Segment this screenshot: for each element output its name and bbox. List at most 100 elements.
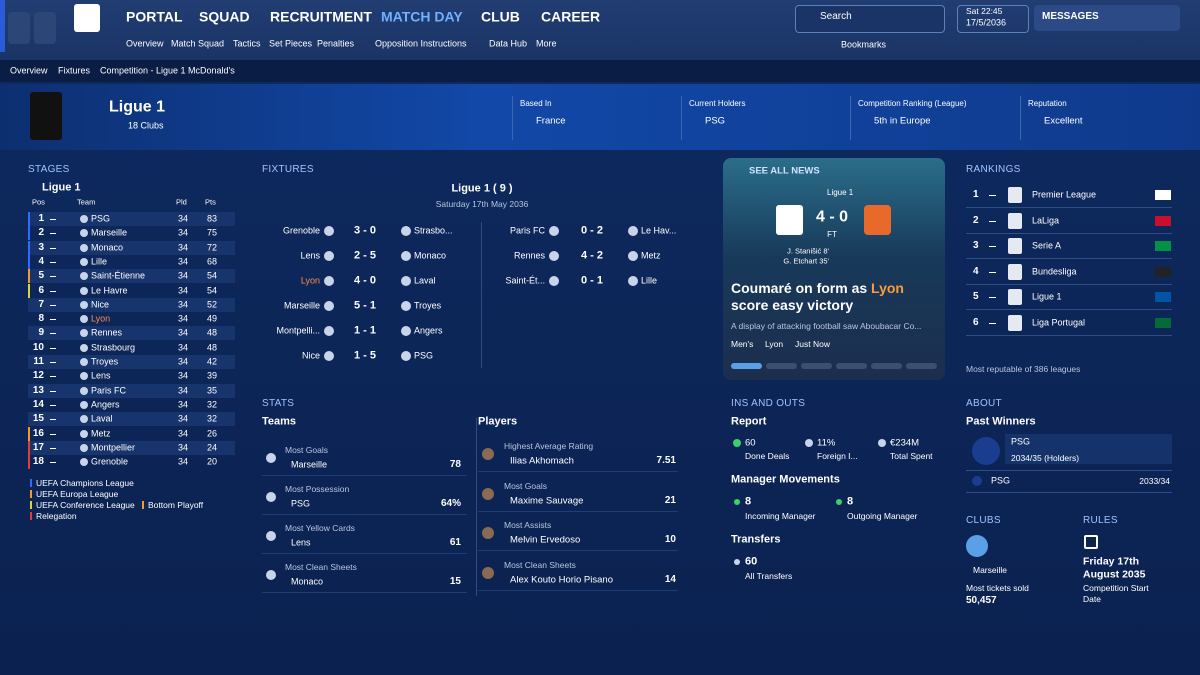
team-name[interactable]: Rennes xyxy=(91,327,123,338)
away-team[interactable]: PSG xyxy=(414,350,434,361)
fact-value: PSG xyxy=(705,115,726,127)
home-team[interactable]: Nice xyxy=(301,350,320,361)
nav-tab[interactable]: CLUB xyxy=(481,8,520,25)
league-name[interactable]: Bundesliga xyxy=(1032,266,1077,277)
sub-tab[interactable]: Tactics xyxy=(233,38,261,49)
stat-team[interactable]: PSG xyxy=(291,498,311,509)
team-name[interactable]: Marseille xyxy=(91,227,128,238)
stat-player[interactable]: Melvin Ervedoso xyxy=(510,534,581,546)
nav-tab[interactable]: RECRUITMENT xyxy=(270,8,372,25)
search-button[interactable]: Search xyxy=(820,11,852,22)
news-tag[interactable]: Men's xyxy=(731,338,754,349)
points: 48 xyxy=(206,342,217,353)
winner[interactable]: PSG xyxy=(1011,436,1031,447)
away-team[interactable]: Monaco xyxy=(414,250,447,261)
team-name[interactable]: Grenoble xyxy=(91,456,129,467)
score[interactable]: 2 - 5 xyxy=(353,249,377,262)
stat-team[interactable]: Lens xyxy=(291,537,311,548)
home-team[interactable]: Marseille xyxy=(283,300,320,311)
played: 34 xyxy=(178,242,189,253)
stat-player[interactable]: Maxime Sauvage xyxy=(510,494,584,506)
breadcrumb[interactable]: Competition - Ligue 1 McDonald's xyxy=(100,65,235,76)
stat-player[interactable]: Ilias Akhomach xyxy=(510,455,574,467)
sub-tab[interactable]: Data Hub xyxy=(489,38,528,49)
movement xyxy=(50,347,56,349)
sub-tab[interactable]: Opposition Instructions xyxy=(375,38,467,49)
stat-player[interactable]: Alex Kouto Horio Pisano xyxy=(510,573,613,585)
home-team[interactable]: Montpelli... xyxy=(276,325,320,336)
team-name[interactable]: Angers xyxy=(91,399,120,410)
league-name[interactable]: Ligue 1 xyxy=(1032,291,1062,302)
team-badge xyxy=(80,215,88,223)
home-team[interactable]: Lens xyxy=(300,250,320,261)
stat-value: 61 xyxy=(449,537,461,548)
news-tag[interactable]: Lyon xyxy=(765,338,784,349)
team-name[interactable]: Monaco xyxy=(91,242,124,253)
table-row xyxy=(28,269,235,284)
away-team[interactable]: Troyes xyxy=(414,300,442,311)
league-name[interactable]: LaLiga xyxy=(1032,215,1060,226)
score[interactable]: 4 - 0 xyxy=(353,274,377,287)
team-name[interactable]: Lille xyxy=(91,256,108,267)
movement xyxy=(989,322,996,324)
stat-team[interactable]: Monaco xyxy=(291,576,324,587)
team-name[interactable]: Nice xyxy=(91,299,110,310)
score[interactable]: 1 - 1 xyxy=(353,324,377,337)
nav-tab[interactable]: SQUAD xyxy=(199,8,250,25)
team-name[interactable]: Lens xyxy=(91,370,111,381)
team-name[interactable]: Saint-Étienne xyxy=(91,270,146,281)
breadcrumb[interactable]: Overview xyxy=(10,65,48,76)
league-name[interactable]: Premier League xyxy=(1032,189,1097,200)
team-name[interactable]: Laval xyxy=(91,413,113,424)
league-name[interactable]: Serie A xyxy=(1032,240,1062,251)
row-divider xyxy=(966,232,1172,234)
home-team[interactable]: Saint-Ét... xyxy=(505,275,545,286)
away-team[interactable]: Laval xyxy=(414,275,436,286)
team-name[interactable]: Lyon xyxy=(91,313,111,324)
sub-tab[interactable]: Overview xyxy=(126,38,164,49)
played: 34 xyxy=(178,413,189,424)
away-team[interactable]: Le Hav... xyxy=(641,225,677,236)
score[interactable]: 0 - 2 xyxy=(580,224,604,237)
bookmarks[interactable]: Bookmarks xyxy=(841,39,887,50)
headline[interactable]: Coumaré on form as Lyon score easy victo… xyxy=(731,280,931,314)
team-badge xyxy=(80,257,88,266)
team-name[interactable]: Paris FC xyxy=(91,385,127,396)
home-team[interactable]: Lyon xyxy=(300,275,320,286)
sub-tab[interactable]: More xyxy=(536,38,557,49)
sub-tab[interactable]: Penalties xyxy=(317,38,355,49)
score[interactable]: 5 - 1 xyxy=(353,299,377,312)
team-name[interactable]: Metz xyxy=(91,428,111,439)
team-name[interactable]: Strasbourg xyxy=(91,342,136,353)
score[interactable]: 4 - 2 xyxy=(580,249,604,262)
home-team[interactable]: Paris FC xyxy=(509,225,545,236)
news-tag[interactable]: Just Now xyxy=(795,338,830,349)
away-team[interactable]: Strasbo... xyxy=(414,225,453,236)
away-team[interactable]: Angers xyxy=(414,325,443,336)
sub-tab[interactable]: Set Pieces xyxy=(269,38,313,49)
home-team[interactable]: Rennes xyxy=(513,250,545,261)
team-badge xyxy=(80,286,88,295)
away-team[interactable]: Lille xyxy=(641,275,658,286)
nav-tab[interactable]: PORTAL xyxy=(126,8,183,25)
score[interactable]: 3 - 0 xyxy=(353,224,377,237)
news-link[interactable]: SEE ALL NEWS xyxy=(749,165,820,177)
team-name[interactable]: Troyes xyxy=(91,356,119,367)
home-team[interactable]: Grenoble xyxy=(282,225,320,236)
winner[interactable]: PSG xyxy=(991,475,1011,486)
sub-tab[interactable]: Match Squad xyxy=(171,38,225,49)
away-team[interactable]: Metz xyxy=(641,250,661,261)
nav-tab[interactable]: MATCH DAY xyxy=(381,8,463,25)
league-name[interactable]: Liga Portugal xyxy=(1032,317,1086,328)
stat-team[interactable]: Marseille xyxy=(291,459,328,470)
messages-button[interactable]: MESSAGES xyxy=(1042,11,1099,22)
team-name[interactable]: Le Havre xyxy=(91,285,128,296)
score[interactable]: 1 - 5 xyxy=(353,349,377,362)
breadcrumb[interactable]: Fixtures xyxy=(58,65,91,76)
nav-tab[interactable]: CAREER xyxy=(541,8,601,25)
score[interactable]: 0 - 1 xyxy=(580,274,604,287)
team-name[interactable]: Montpellier xyxy=(91,442,136,453)
club-name[interactable]: Marseille xyxy=(973,564,1008,575)
team-name[interactable]: PSG xyxy=(91,213,111,224)
headline-part: Lyon xyxy=(871,280,904,296)
